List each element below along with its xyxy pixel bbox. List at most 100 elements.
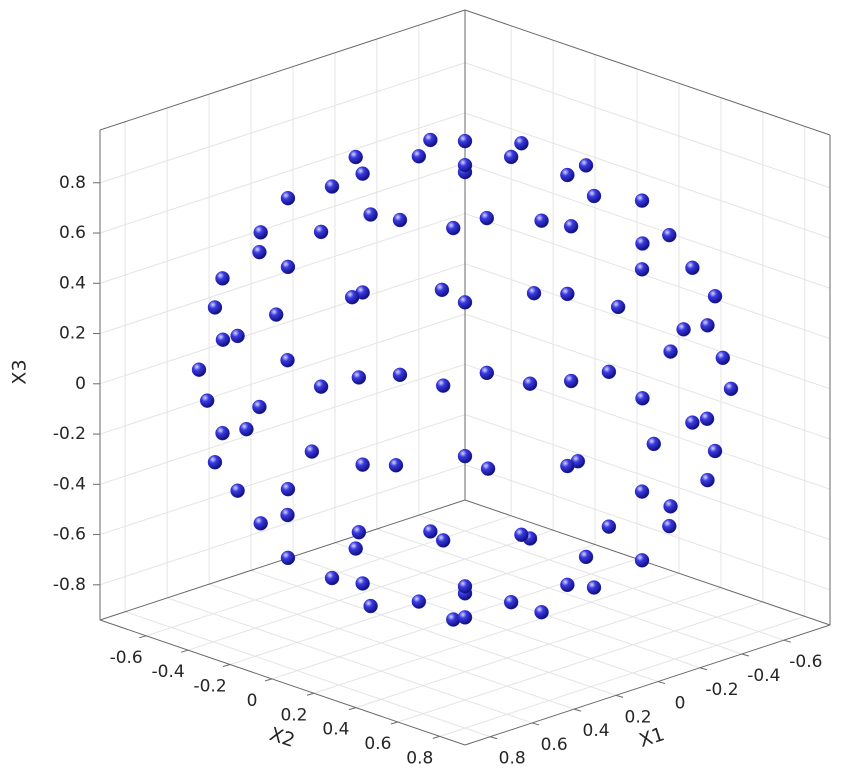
point: [435, 378, 451, 393]
point: [700, 318, 715, 333]
point: [479, 210, 495, 226]
point: [560, 167, 575, 183]
box-edge: [99, 9, 466, 131]
point: [685, 260, 700, 275]
y-tick-label: -0.2: [193, 677, 226, 697]
point: [522, 376, 538, 391]
tick-mark: [306, 692, 315, 696]
point: [610, 299, 626, 315]
axes: -0.6 -0.4 -0.2 0 0.2 0.4 0.6 0.8 -0.6 -0.4 -0.2 0 0.…: [53, 9, 831, 769]
grid-line: [99, 213, 466, 335]
point: [411, 149, 427, 164]
grid-line: [464, 263, 831, 390]
grid-line: [99, 414, 466, 536]
box-edge: [99, 619, 466, 746]
point: [457, 448, 473, 464]
z-tick-label: 0.8: [59, 173, 86, 193]
point: [699, 411, 715, 426]
z-tick-label: -0.8: [53, 575, 86, 595]
point: [676, 322, 691, 337]
point: [215, 425, 230, 441]
point: [560, 577, 575, 593]
grid-line: [313, 572, 680, 694]
point: [280, 507, 295, 523]
point: [280, 353, 295, 368]
point: [503, 149, 519, 165]
point: [526, 286, 542, 301]
point: [423, 132, 438, 148]
point: [230, 483, 245, 498]
box-edge: [464, 624, 831, 746]
y-tick-label: -0.6: [110, 648, 143, 668]
x-tick-label: 0.8: [499, 749, 526, 769]
point: [457, 133, 473, 149]
x-tick-label: 0.6: [541, 735, 568, 755]
point: [435, 533, 451, 548]
point: [344, 290, 360, 305]
x-tick-label: -0.4: [747, 666, 780, 686]
y-tick-label: 0.2: [280, 705, 307, 725]
z-axis-label: X3: [9, 359, 31, 384]
point: [707, 289, 723, 304]
grid: [99, 25, 831, 738]
point: [560, 458, 575, 474]
x-tick-label: 0.2: [625, 707, 652, 727]
point: [207, 455, 223, 470]
point: [634, 553, 650, 568]
z-tick-label: 0.4: [59, 273, 86, 293]
point: [363, 207, 378, 222]
tick-mark: [180, 649, 189, 653]
grid-line: [464, 313, 831, 440]
point: [280, 259, 296, 275]
point: [253, 225, 268, 240]
point: [191, 362, 207, 377]
grid-line: [355, 587, 722, 709]
point: [457, 610, 473, 625]
tick-mark: [490, 736, 498, 740]
point: [700, 472, 715, 488]
tick-mark: [531, 722, 540, 726]
point: [252, 399, 267, 415]
point: [269, 307, 284, 322]
point: [423, 524, 438, 539]
point: [313, 224, 329, 240]
point: [723, 381, 739, 397]
grid-line: [464, 464, 831, 591]
y-tick-label: 0.8: [406, 748, 433, 768]
grid-line: [99, 363, 466, 485]
z-tick-label: 0: [75, 374, 86, 394]
grid-line: [439, 615, 805, 737]
point: [707, 443, 723, 459]
point: [578, 158, 594, 173]
point: [434, 282, 450, 298]
points: [191, 132, 739, 627]
point: [563, 219, 579, 234]
grid-line: [464, 112, 831, 239]
x-tick-label: -0.6: [789, 652, 822, 672]
grid-line: [99, 464, 466, 586]
point: [663, 499, 678, 514]
grid-line: [99, 263, 466, 385]
point: [252, 244, 267, 260]
tick-mark: [348, 707, 357, 711]
point: [480, 461, 496, 476]
point: [324, 570, 340, 586]
tick-mark: [657, 681, 666, 685]
point: [534, 605, 549, 620]
point: [280, 481, 296, 497]
point: [646, 436, 661, 452]
grid-line: [376, 528, 743, 655]
grid-line: [187, 529, 554, 651]
point: [351, 525, 367, 540]
point: [457, 295, 473, 310]
point: [313, 379, 329, 394]
y-axis-label: X2: [267, 723, 298, 752]
y-tick-label: 0.6: [364, 734, 391, 754]
point: [685, 415, 700, 430]
grid-line: [464, 363, 831, 490]
grid-line: [397, 601, 764, 723]
point: [363, 598, 378, 614]
point: [355, 166, 370, 181]
point: [563, 373, 579, 389]
point: [560, 286, 575, 302]
